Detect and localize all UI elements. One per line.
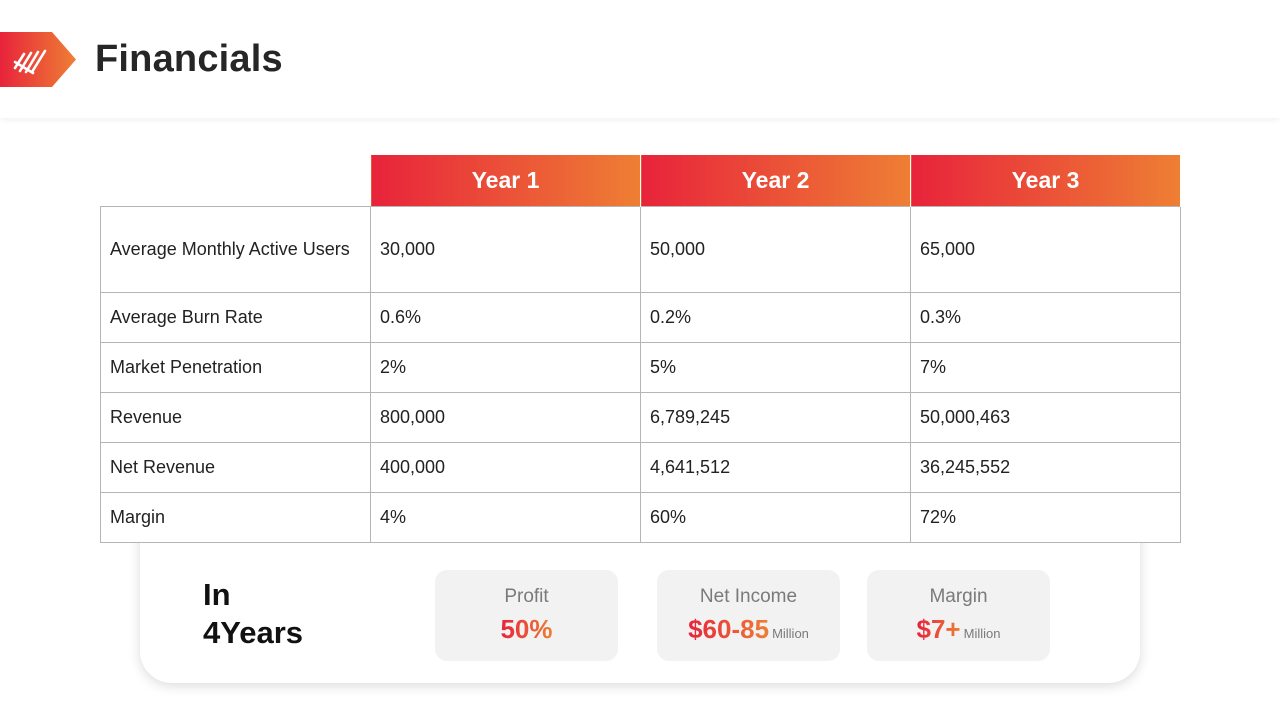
- table-cell: 72%: [910, 491, 1181, 543]
- table-cell: 0.6%: [370, 291, 641, 343]
- table-cell: 30,000: [370, 205, 641, 293]
- page-title: Financials: [95, 38, 283, 80]
- table-cell: 36,245,552: [910, 441, 1181, 493]
- column-header-year-1: Year 1: [370, 155, 641, 206]
- stat-box-profit: Profit 50%: [435, 570, 618, 661]
- stat-unit: Million: [772, 626, 809, 641]
- summary-heading-line-2: 4Years: [203, 615, 303, 650]
- table-cell: 800,000: [370, 391, 641, 443]
- table-cell: 5%: [640, 341, 911, 393]
- financials-table: Year 1 Year 2 Year 3 Average Monthly Act…: [100, 155, 1181, 543]
- stat-label: Margin: [929, 586, 988, 607]
- table-cell: 0.2%: [640, 291, 911, 343]
- table-row: Average Burn Rate 0.6% 0.2% 0.3%: [100, 291, 1181, 343]
- stat-number: 50%: [500, 614, 553, 644]
- stat-box-net-income: Net Income $60-85 Million: [657, 570, 840, 661]
- table-cell: 2%: [370, 341, 641, 393]
- stat-box-margin: Margin $7+ Million: [867, 570, 1050, 661]
- table-cell: 0.3%: [910, 291, 1181, 343]
- table-cell: 6,789,245: [640, 391, 911, 443]
- table-cell: 4,641,512: [640, 441, 911, 493]
- stat-value: $60-85 Million: [657, 614, 840, 645]
- stat-unit: Million: [963, 626, 1001, 641]
- row-label: Revenue: [100, 391, 371, 443]
- table-cell: 7%: [910, 341, 1181, 393]
- table-cell: 4%: [370, 491, 641, 543]
- table-cell: 50,000: [640, 205, 911, 293]
- table-cell: 50,000,463: [910, 391, 1181, 443]
- row-label: Average Burn Rate: [100, 291, 371, 343]
- table-row: Average Monthly Active Users 30,000 50,0…: [100, 205, 1181, 293]
- table-cell: 60%: [640, 491, 911, 543]
- stat-label: Net Income: [699, 586, 798, 607]
- table-row: Margin 4% 60% 72%: [100, 491, 1181, 543]
- table-cell: 400,000: [370, 441, 641, 493]
- stat-value: 50%: [435, 614, 618, 645]
- row-label: Market Penetration: [100, 341, 371, 393]
- table-header-row: Year 1 Year 2 Year 3: [100, 155, 1181, 207]
- table-row: Net Revenue 400,000 4,641,512 36,245,552: [100, 441, 1181, 493]
- stat-number: $60-85: [688, 614, 770, 644]
- row-label: Margin: [100, 491, 371, 543]
- table-row: Market Penetration 2% 5% 7%: [100, 341, 1181, 393]
- table-cell: 65,000: [910, 205, 1181, 293]
- row-label: Average Monthly Active Users: [100, 205, 371, 293]
- stat-value: $7+ Million: [867, 614, 1050, 645]
- column-header-year-2: Year 2: [640, 155, 911, 206]
- row-label: Net Revenue: [100, 441, 371, 493]
- header: Financials: [0, 0, 1280, 118]
- table-corner-cell: [100, 155, 371, 207]
- summary-heading-line-1: In: [203, 577, 231, 612]
- stat-number: $7+: [916, 614, 961, 644]
- column-header-year-3: Year 3: [910, 155, 1181, 206]
- stat-label: Profit: [504, 586, 549, 607]
- logo-tag-icon: [0, 32, 76, 87]
- summary-heading: In 4Years: [203, 576, 303, 652]
- table-row: Revenue 800,000 6,789,245 50,000,463: [100, 391, 1181, 443]
